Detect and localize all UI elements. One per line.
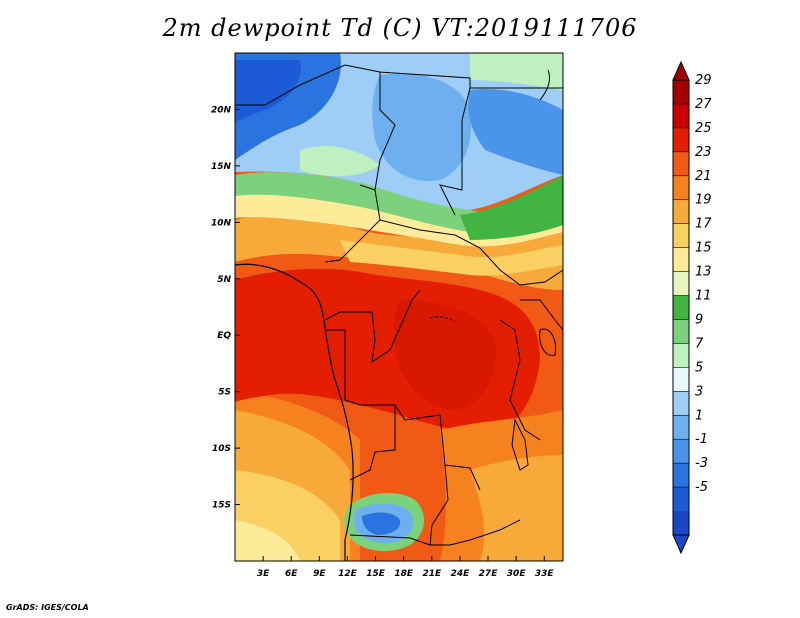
map-frame [234, 52, 564, 562]
colorbar-label: 13 [695, 265, 712, 280]
colorbar-label: 23 [695, 145, 712, 160]
colorbar-swatch [673, 367, 689, 392]
coastline [235, 263, 354, 561]
colorbar-swatch [673, 80, 689, 105]
colorbar-swatch [673, 103, 689, 129]
colorbar-label: -1 [695, 432, 708, 447]
lon-tick-label: 24E [451, 569, 471, 579]
longitude-axis: 3E 6E 9E 12E 15E 18E 21E 24E 27E 30E 33E [257, 556, 555, 579]
country-borders [235, 64, 563, 546]
colorbar-swatch [673, 487, 689, 512]
dewpoint-field [235, 53, 563, 561]
colorbar-label: 27 [695, 97, 712, 112]
colorbar-swatch [673, 271, 689, 297]
lon-tick-label: 12E [338, 569, 358, 579]
colorbar-label: 3 [695, 384, 703, 399]
colorbar: 29 27 25 23 21 19 17 15 13 11 9 7 5 3 1 -1 -3 -5 [672, 60, 712, 555]
colorbar-label: 11 [695, 289, 712, 304]
colorbar-swatch [673, 415, 689, 440]
colorbar-swatch [673, 175, 689, 201]
colorbar-swatch [673, 391, 689, 416]
lat-tick-label: 10S [212, 444, 231, 454]
colorbar-label: -5 [695, 480, 708, 495]
lat-tick-label: 15S [212, 501, 231, 511]
colorbar-label: 15 [695, 241, 712, 256]
lon-tick-label: 6E [285, 569, 298, 579]
colorbar-top-arrow [672, 60, 690, 81]
colorbar-swatch [673, 295, 689, 320]
colorbar-label: -3 [695, 456, 708, 471]
lat-tick-label: 10N [211, 218, 232, 228]
colorbar-label: 25 [695, 121, 712, 136]
credit-label: GrADS: IGES/COLA [6, 603, 89, 612]
colorbar-swatch [673, 199, 689, 225]
colorbar-label: 7 [695, 336, 704, 351]
colorbar-label: 5 [695, 360, 703, 375]
chart-title: 2m dewpoint Td (C) VT:2019111706 [162, 14, 638, 42]
colorbar-swatch [673, 223, 689, 249]
lon-tick-label: 33E [535, 569, 555, 579]
colorbar-swatch [673, 343, 689, 368]
latitude-axis: 20N 15N 10N 5N EQ 5S 10S 15S [211, 105, 240, 511]
colorbar-swatch [673, 511, 689, 536]
lon-tick-label: 9E [313, 569, 326, 579]
colorbar-label: 19 [695, 193, 712, 208]
lat-tick-label: 20N [211, 105, 232, 115]
colorbar-label: 21 [695, 169, 712, 184]
lon-tick-label: 15E [366, 569, 386, 579]
lat-tick-label: EQ [217, 331, 231, 341]
lon-tick-label: 18E [394, 569, 414, 579]
colorbar-swatch [673, 127, 689, 153]
colorbar-swatch [673, 439, 689, 464]
lon-tick-label: 30E [507, 569, 527, 579]
colorbar-label: 29 [695, 73, 712, 88]
colorbar-swatch [673, 247, 689, 273]
lat-tick-label: 5S [218, 388, 231, 398]
lon-tick-label: 27E [479, 569, 499, 579]
colorbar-swatch [673, 151, 689, 177]
lon-tick-label: 3E [257, 569, 270, 579]
colorbar-swatch [673, 463, 689, 488]
colorbar-label: 1 [695, 408, 703, 423]
colorbar-swatch [673, 319, 689, 344]
colorbar-label: 9 [695, 312, 703, 327]
lat-tick-label: 15N [211, 162, 232, 172]
colorbar-label: 17 [695, 217, 712, 232]
lat-tick-label: 5N [217, 275, 231, 285]
lon-tick-label: 21E [422, 569, 442, 579]
colorbar-bottom-arrow [672, 534, 690, 555]
